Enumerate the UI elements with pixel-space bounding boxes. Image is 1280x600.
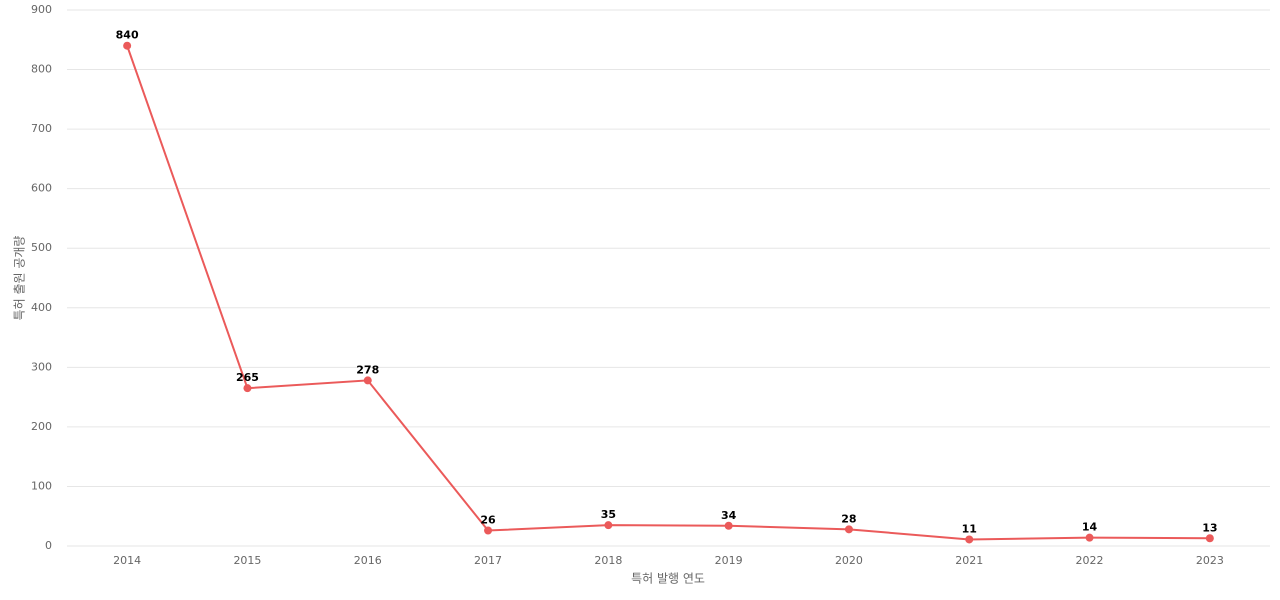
x-tick-label: 2015 xyxy=(233,554,261,567)
y-tick-label: 900 xyxy=(31,3,52,16)
point xyxy=(363,376,372,385)
x-tick-label: 2014 xyxy=(113,554,141,567)
value-label: 840 xyxy=(116,29,139,42)
point xyxy=(965,535,974,544)
x-tick-label: 2016 xyxy=(354,554,382,567)
point xyxy=(243,384,252,393)
point xyxy=(484,526,493,535)
y-tick-label: 200 xyxy=(31,420,52,433)
value-label: 26 xyxy=(480,514,496,527)
value-label: 278 xyxy=(356,363,379,376)
value-label: 265 xyxy=(236,371,259,384)
y-tick-label: 600 xyxy=(31,182,52,195)
line xyxy=(126,45,1210,541)
x-tick-label: 2018 xyxy=(594,554,622,567)
x-tick-label: 2023 xyxy=(1196,554,1224,567)
x-axis-label: 특허 발행 연도 xyxy=(631,571,705,586)
y-tick-label: 500 xyxy=(31,241,52,254)
point xyxy=(724,521,733,530)
point xyxy=(123,41,132,50)
x-tick-label: 2022 xyxy=(1076,554,1104,567)
x-tick-label: 2020 xyxy=(835,554,863,567)
value-label: 28 xyxy=(841,512,856,525)
y-tick-label: 400 xyxy=(31,301,52,314)
y-tick-label: 300 xyxy=(31,360,52,373)
value-label: 35 xyxy=(601,508,616,521)
point xyxy=(1085,533,1094,542)
value-label: 34 xyxy=(721,509,737,522)
point xyxy=(844,525,853,534)
x-tick-label: 2017 xyxy=(474,554,502,567)
point xyxy=(1205,534,1214,543)
y-tick-label: 0 xyxy=(45,539,52,552)
value-label: 13 xyxy=(1202,521,1217,534)
y-tick-label: 100 xyxy=(31,479,52,492)
value-label: 11 xyxy=(962,522,977,535)
y-tick-label: 700 xyxy=(31,122,52,135)
x-tick-label: 2021 xyxy=(955,554,983,567)
x-tick-label: 2019 xyxy=(715,554,743,567)
y-tick-label: 800 xyxy=(31,63,52,76)
value-label: 14 xyxy=(1082,521,1098,534)
point xyxy=(604,521,613,530)
y-axis-label: 특허 출원 공개량 xyxy=(13,236,27,321)
